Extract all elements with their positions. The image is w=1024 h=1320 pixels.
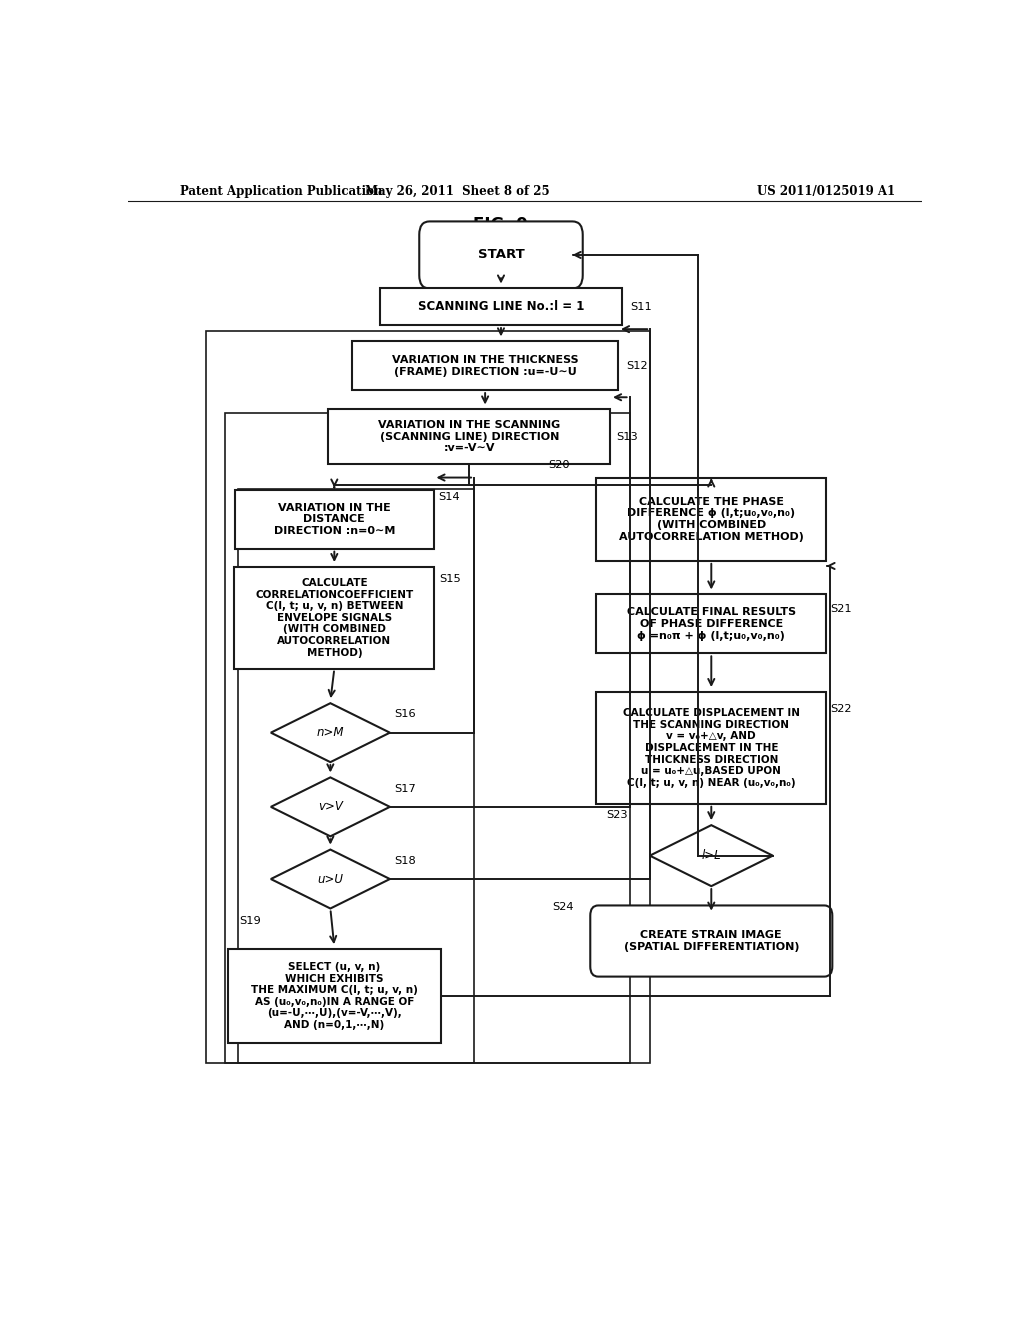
- Text: SELECT (u, v, n)
WHICH EXHIBITS
THE MAXIMUM C(l, t; u, v, n)
AS (u₀,v₀,n₀)IN A R: SELECT (u, v, n) WHICH EXHIBITS THE MAXI…: [251, 962, 418, 1030]
- Polygon shape: [270, 777, 390, 837]
- Text: S18: S18: [394, 855, 417, 866]
- Text: FIG. 9: FIG. 9: [473, 216, 528, 235]
- Text: VARIATION IN THE THICKNESS
(FRAME) DIRECTION :u=-U∼U: VARIATION IN THE THICKNESS (FRAME) DIREC…: [392, 355, 579, 376]
- Text: May 26, 2011  Sheet 8 of 25: May 26, 2011 Sheet 8 of 25: [365, 185, 550, 198]
- Text: S12: S12: [626, 360, 647, 371]
- Text: START: START: [477, 248, 524, 261]
- Text: S19: S19: [239, 916, 261, 925]
- Text: S14: S14: [438, 492, 460, 502]
- FancyBboxPatch shape: [380, 289, 622, 325]
- Text: VARIATION IN THE
DISTANCE
DIRECTION :n=0∼M: VARIATION IN THE DISTANCE DIRECTION :n=0…: [273, 503, 395, 536]
- Text: S22: S22: [830, 705, 852, 714]
- FancyBboxPatch shape: [596, 594, 826, 653]
- Text: v>V: v>V: [317, 800, 343, 813]
- Text: CALCULATE
CORRELATIONCOEFFICIENT
C(l, t; u, v, n) BETWEEN
ENVELOPE SIGNALS
(WITH: CALCULATE CORRELATIONCOEFFICIENT C(l, t;…: [255, 578, 414, 657]
- Text: n>M: n>M: [316, 726, 344, 739]
- Text: SCANNING LINE No.:l = 1: SCANNING LINE No.:l = 1: [418, 300, 584, 313]
- Text: CALCULATE DISPLACEMENT IN
THE SCANNING DIRECTION
v = v₀+△v, AND
DISPLACEMENT IN : CALCULATE DISPLACEMENT IN THE SCANNING D…: [623, 708, 800, 788]
- FancyBboxPatch shape: [596, 692, 826, 804]
- Text: S15: S15: [439, 574, 461, 585]
- Text: CALCULATE THE PHASE
DIFFERENCE ϕ (l,t;u₀,v₀,n₀)
(WITH COMBINED
AUTOCORRELATION M: CALCULATE THE PHASE DIFFERENCE ϕ (l,t;u₀…: [618, 496, 804, 541]
- Text: Patent Application Publication: Patent Application Publication: [179, 185, 382, 198]
- Text: S21: S21: [830, 603, 852, 614]
- FancyBboxPatch shape: [234, 568, 434, 669]
- Polygon shape: [270, 704, 390, 762]
- Text: S20: S20: [549, 461, 570, 470]
- FancyBboxPatch shape: [590, 906, 833, 977]
- FancyBboxPatch shape: [352, 342, 618, 391]
- FancyBboxPatch shape: [329, 409, 610, 465]
- FancyBboxPatch shape: [236, 490, 433, 549]
- Text: u>U: u>U: [317, 873, 343, 886]
- Text: S24: S24: [552, 903, 573, 912]
- Text: S13: S13: [616, 432, 638, 442]
- Polygon shape: [270, 850, 390, 908]
- Text: VARIATION IN THE SCANNING
(SCANNING LINE) DIRECTION
:v=-V∼V: VARIATION IN THE SCANNING (SCANNING LINE…: [378, 420, 560, 454]
- Text: CALCULATE FINAL RESULTS
OF PHASE DIFFERENCE
ϕ =n₀π + ϕ (l,t;u₀,v₀,n₀): CALCULATE FINAL RESULTS OF PHASE DIFFERE…: [627, 607, 796, 640]
- Polygon shape: [650, 825, 773, 886]
- FancyBboxPatch shape: [596, 478, 826, 561]
- Text: S23: S23: [606, 810, 628, 820]
- FancyBboxPatch shape: [228, 949, 440, 1043]
- Text: S17: S17: [394, 784, 417, 793]
- Text: US 2011/0125019 A1: US 2011/0125019 A1: [758, 185, 895, 198]
- FancyBboxPatch shape: [419, 222, 583, 289]
- Text: CREATE STRAIN IMAGE
(SPATIAL DIFFERENTIATION): CREATE STRAIN IMAGE (SPATIAL DIFFERENTIA…: [624, 931, 799, 952]
- Text: S11: S11: [630, 302, 651, 312]
- Text: l>L: l>L: [701, 849, 721, 862]
- Text: S16: S16: [394, 709, 417, 719]
